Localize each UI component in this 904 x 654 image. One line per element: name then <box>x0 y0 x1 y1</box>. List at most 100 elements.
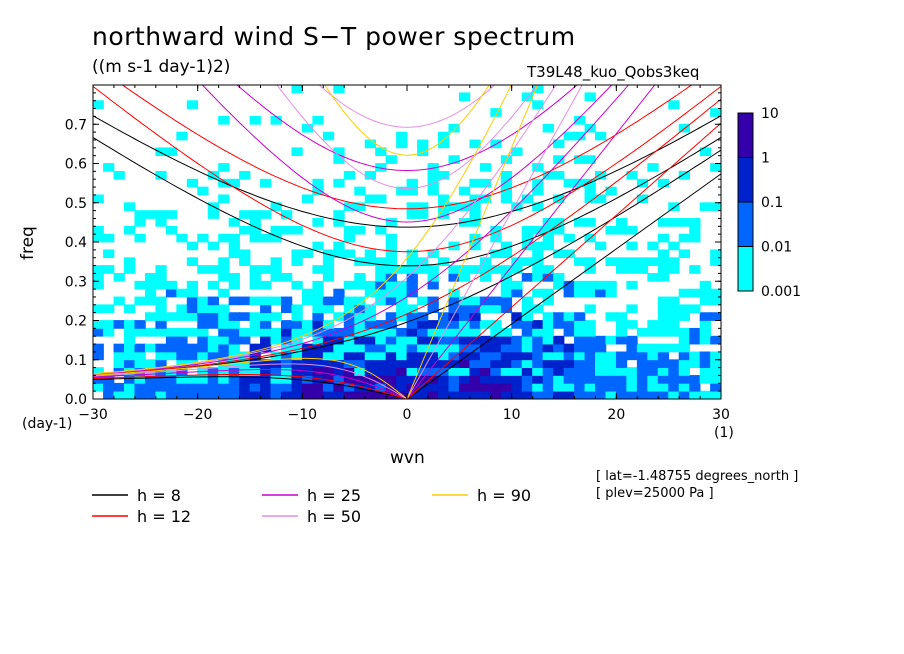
field-cell <box>333 327 345 337</box>
field-cell <box>343 249 356 259</box>
field-cell <box>636 265 649 274</box>
field-cell <box>458 202 471 211</box>
field-cell <box>134 320 146 329</box>
field-cell <box>385 296 397 306</box>
field-cell <box>186 351 199 361</box>
field-cell <box>155 312 167 321</box>
field-cell <box>406 343 418 353</box>
field-cell <box>124 351 136 361</box>
field-cell <box>281 210 293 219</box>
colorbar-swatch <box>737 201 754 247</box>
field-cell <box>312 335 324 345</box>
field-cell <box>469 312 481 321</box>
field-cell <box>291 351 303 361</box>
field-cell <box>312 351 324 361</box>
field-cell <box>207 320 219 329</box>
field-cell <box>239 210 251 219</box>
field-cell <box>144 296 157 306</box>
field-cell <box>228 382 240 392</box>
field-cell <box>678 249 690 259</box>
field-cell <box>668 320 680 329</box>
field-cell <box>239 249 251 259</box>
field-cell <box>668 100 680 109</box>
field-cell <box>291 327 303 337</box>
field-cell <box>281 320 293 329</box>
field-cell <box>458 312 471 321</box>
field-cell <box>260 280 272 290</box>
field-cell <box>500 335 513 345</box>
colorbar-label: 10 <box>761 106 779 122</box>
x-tick-label: 0 <box>403 407 412 423</box>
field-cell <box>615 312 628 321</box>
field-cell <box>406 327 418 337</box>
field-cell <box>584 186 596 196</box>
field-cell <box>563 288 575 298</box>
field-cell <box>532 367 544 376</box>
field-cell <box>448 375 460 384</box>
field-cell <box>322 359 335 368</box>
field-cell <box>312 186 324 196</box>
field-cell <box>511 390 523 399</box>
field-cell <box>207 367 219 376</box>
field-cell <box>375 147 387 157</box>
field-cell <box>333 296 345 306</box>
field-cell <box>626 367 638 376</box>
colorbar-label: 0.001 <box>761 284 801 300</box>
field-cell <box>710 367 721 376</box>
field-cell <box>312 218 324 227</box>
field-cell <box>218 273 230 282</box>
colorbar-label: 0.01 <box>761 240 792 256</box>
field-cell <box>438 375 450 384</box>
field-cell <box>249 390 261 399</box>
field-cell <box>438 359 450 368</box>
field-cell <box>626 241 638 251</box>
colorbar-swatch <box>737 157 754 203</box>
field-cell <box>333 375 345 384</box>
field-cell <box>563 359 575 368</box>
field-cell <box>584 194 596 204</box>
field-cell <box>375 390 387 399</box>
field-cell <box>553 351 565 361</box>
field-cell <box>354 375 366 384</box>
field-cell <box>469 296 481 306</box>
gravity-wave-curve <box>93 136 721 267</box>
field-cell <box>563 312 575 321</box>
field-cell <box>249 312 261 321</box>
field-cell <box>301 382 314 392</box>
field-cell <box>595 194 607 204</box>
field-cell <box>626 335 638 345</box>
field-cell <box>103 249 115 259</box>
field-cell <box>333 288 345 298</box>
field-cell <box>417 265 429 274</box>
field-cell <box>249 280 261 290</box>
field-cell <box>375 382 387 392</box>
field-cell <box>364 335 376 345</box>
field-cell <box>260 210 272 219</box>
field-cell <box>511 280 523 290</box>
field-cell <box>176 382 188 392</box>
field-cell <box>291 312 303 321</box>
field-cell <box>511 265 523 274</box>
field-cell <box>584 218 596 227</box>
field-cell <box>322 273 335 282</box>
field-cell <box>134 280 146 290</box>
field-cell <box>406 367 418 376</box>
field-cell <box>218 327 230 337</box>
field-cell <box>176 233 188 243</box>
field-cell <box>458 92 471 102</box>
field-cell <box>270 312 282 321</box>
field-cell <box>281 304 293 314</box>
field-cell <box>595 241 607 251</box>
field-cell <box>668 343 680 353</box>
field-cell <box>396 351 408 361</box>
field-cell <box>417 202 429 211</box>
field-cell <box>479 304 492 314</box>
field-cell <box>354 351 366 361</box>
field-cell <box>689 233 701 243</box>
field-cell <box>291 320 303 329</box>
field-cell <box>574 327 586 337</box>
field-cell <box>354 202 366 211</box>
field-cell <box>270 390 282 399</box>
field-cell <box>364 327 376 337</box>
field-cell <box>710 288 721 298</box>
